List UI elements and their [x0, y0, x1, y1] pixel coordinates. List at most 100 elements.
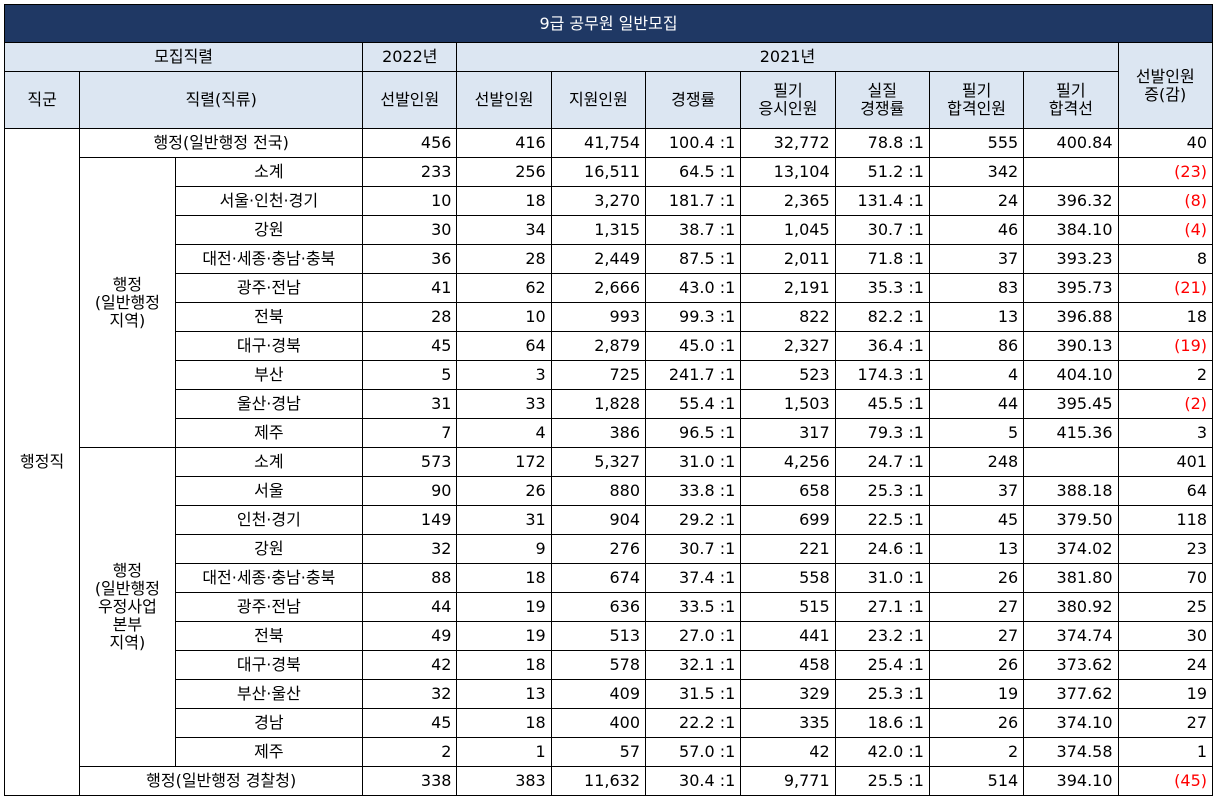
ratio-cell: 99.3 :1: [645, 302, 742, 332]
header-jikryeol: 직렬(직류): [79, 71, 364, 129]
table-row: 강원 32 9 276 30.7 :1 221 24.6 :1 13 374.02 23: [5, 534, 1214, 564]
cutoff-cell: 384.10: [1023, 215, 1119, 245]
takers-cell: 335: [740, 708, 836, 738]
header-real-ratio-line1: 실질: [867, 81, 897, 100]
row-name: 소계: [174, 447, 364, 477]
sel2021-cell: 18: [456, 563, 552, 593]
takers-cell: 317: [740, 418, 836, 448]
sel2022-cell: 2: [362, 737, 458, 767]
increase-cell: 24: [1117, 650, 1214, 680]
takers-cell: 658: [740, 476, 836, 506]
ratio-cell: 43.0 :1: [645, 273, 742, 303]
sel2021-cell: 18: [456, 186, 552, 216]
ratio-cell: 100.4 :1: [645, 128, 742, 158]
header-cutoff-line1: 필기: [1056, 81, 1086, 100]
header-2021: 2021년: [456, 42, 1119, 72]
applicants-cell: 386: [550, 418, 647, 448]
real-ratio-cell: 131.4 :1: [834, 186, 930, 216]
applicants-cell: 1,828: [550, 389, 647, 419]
increase-cell: (19): [1117, 331, 1214, 361]
sel2022-cell: 41: [362, 273, 458, 303]
takers-cell: 4,256: [740, 447, 836, 477]
ratio-cell: 45.0 :1: [645, 331, 742, 361]
applicants-cell: 400: [550, 708, 647, 738]
sel2022-cell: 36: [362, 244, 458, 274]
table-row: 서울·인천·경기 10 18 3,270 181.7 :1 2,365 131.4 :1 24…: [5, 186, 1214, 216]
ratio-cell: 31.0 :1: [645, 447, 742, 477]
real-ratio-cell: 45.5 :1: [834, 389, 930, 419]
row-name: 대전·세종·충남·충북: [174, 563, 364, 593]
increase-cell: 30: [1117, 621, 1214, 651]
sel2021-cell: 18: [456, 650, 552, 680]
takers-cell: 558: [740, 563, 836, 593]
sel2021-cell: 33: [456, 389, 552, 419]
table-row: 행정 (일반행정 지역) 소계 233 256 16,511 64.5 :1 13,104 51.…: [5, 157, 1214, 448]
row-name: 소계: [174, 157, 364, 187]
ratio-cell: 37.4 :1: [645, 563, 742, 593]
ratio-cell: 38.7 :1: [645, 215, 742, 245]
sel2022-cell: 233: [362, 157, 458, 187]
pass-cell: 248: [928, 447, 1025, 477]
group-post-label: 행정 (일반행정 우정사업 본부 지역): [79, 447, 176, 767]
increase-cell: 40: [1117, 128, 1214, 158]
ratio-cell: 32.1 :1: [645, 650, 742, 680]
sel2021-cell: 4: [456, 418, 552, 448]
header-mojip: 모집직렬: [3, 42, 364, 72]
header-written-takers-line2: 응시인원: [758, 99, 818, 118]
sel2021-cell: 19: [456, 621, 552, 651]
sel2022-cell: 45: [362, 331, 458, 361]
table-row: 인천·경기 149 31 904 29.2 :1 699 22.5 :1 45 379.50 11…: [5, 505, 1214, 535]
ratio-cell: 31.5 :1: [645, 679, 742, 709]
cutoff-cell: 381.80: [1023, 563, 1119, 593]
header-2022: 2022년: [362, 42, 458, 72]
sel2021-cell: 18: [456, 708, 552, 738]
sel2021-cell: 28: [456, 244, 552, 274]
sel2022-cell: 456: [362, 128, 458, 158]
cutoff-cell: 374.10: [1023, 708, 1119, 738]
increase-cell: 118: [1117, 505, 1214, 535]
cutoff-cell: 379.50: [1023, 505, 1119, 535]
sel2022-cell: 88: [362, 563, 458, 593]
row-name: 인천·경기: [174, 505, 364, 535]
takers-cell: 221: [740, 534, 836, 564]
sel2022-cell: 32: [362, 679, 458, 709]
takers-cell: 2,327: [740, 331, 836, 361]
sel2021-cell: 172: [456, 447, 552, 477]
sel2022-cell: 149: [362, 505, 458, 535]
real-ratio-cell: 25.3 :1: [834, 476, 930, 506]
ratio-cell: 30.7 :1: [645, 534, 742, 564]
sel2022-cell: 10: [362, 186, 458, 216]
cutoff-cell: 377.62: [1023, 679, 1119, 709]
increase-cell: 23: [1117, 534, 1214, 564]
increase-cell: 401: [1117, 447, 1214, 477]
table-row: 전북 28 10 993 99.3 :1 822 82.2 :1 13 396.88 18: [5, 302, 1214, 332]
sel2021-cell: 62: [456, 273, 552, 303]
applicants-cell: 41,754: [550, 128, 647, 158]
recruitment-table: 9급 공무원 일반모집 모집직렬 2022년 2021년 선발인원 증(감) 직…: [3, 4, 1214, 796]
real-ratio-cell: 42.0 :1: [834, 737, 930, 767]
table-row: 행정 (일반행정 우정사업 본부 지역) 소계 573 172 5,327 31.0 :1 4,25…: [5, 447, 1214, 767]
sel2021-cell: 383: [456, 766, 552, 796]
applicants-cell: 2,449: [550, 244, 647, 274]
takers-cell: 9,771: [740, 766, 836, 796]
cutoff-cell: 415.36: [1023, 418, 1119, 448]
sel2021-cell: 10: [456, 302, 552, 332]
increase-cell: (21): [1117, 273, 1214, 303]
increase-cell: (4): [1117, 215, 1214, 245]
real-ratio-cell: 78.8 :1: [834, 128, 930, 158]
group-post-label-line: (일반행정: [94, 579, 160, 598]
row-name: 강원: [174, 534, 364, 564]
pass-cell: 514: [928, 766, 1025, 796]
applicants-cell: 57: [550, 737, 647, 767]
takers-cell: 441: [740, 621, 836, 651]
header-pass-count-line2: 합격인원: [947, 99, 1007, 118]
sel2022-cell: 30: [362, 215, 458, 245]
header-real-ratio: 실질 경쟁률: [834, 71, 930, 129]
real-ratio-cell: 18.6 :1: [834, 708, 930, 738]
increase-cell: 18: [1117, 302, 1214, 332]
sel2022-cell: 90: [362, 476, 458, 506]
table-row: 행정(일반행정 경찰청) 338 383 11,632 30.4 :1 9,771 25.5…: [5, 766, 1214, 796]
cutoff-cell: [1023, 447, 1119, 477]
pass-cell: 86: [928, 331, 1025, 361]
applicants-cell: 3,270: [550, 186, 647, 216]
